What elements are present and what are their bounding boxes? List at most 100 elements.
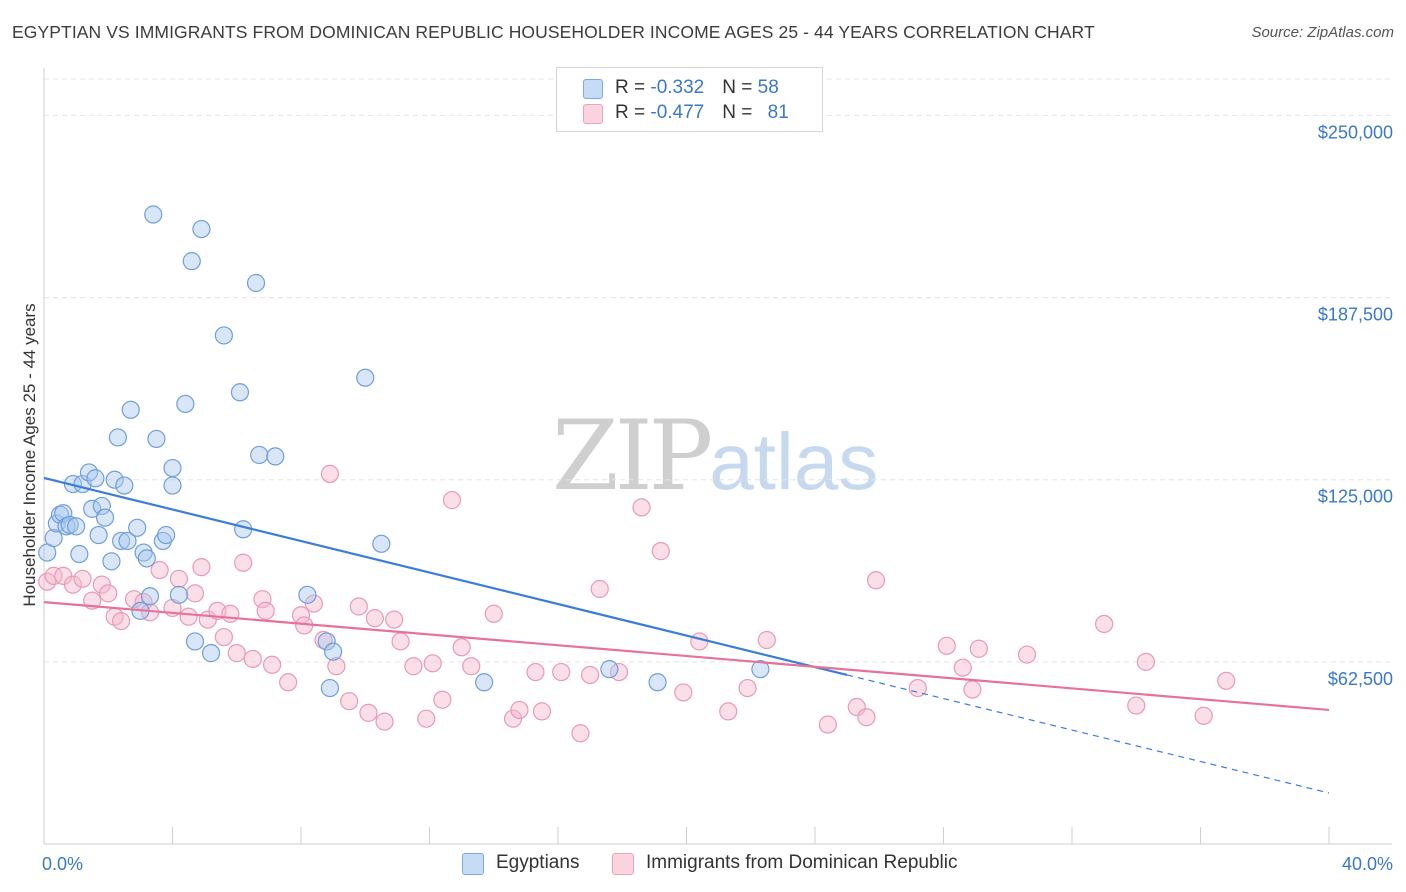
dominican-point[interactable]: [674, 683, 693, 702]
egyptian-point[interactable]: [118, 531, 137, 551]
egyptian-point[interactable]: [320, 678, 340, 698]
egyptian-point[interactable]: [156, 525, 176, 545]
dominican-point[interactable]: [1194, 706, 1213, 725]
dominican-point[interactable]: [571, 724, 590, 743]
dominican-point[interactable]: [963, 680, 982, 699]
dominican-point[interactable]: [590, 579, 609, 599]
egyptian-point[interactable]: [144, 205, 163, 224]
dominican-point[interactable]: [150, 560, 169, 580]
egyptian-point[interactable]: [115, 476, 134, 495]
egyptian-point[interactable]: [648, 673, 667, 692]
egyptian-point[interactable]: [250, 445, 269, 465]
egyptian-point[interactable]: [102, 552, 121, 571]
dominican-point[interactable]: [532, 702, 552, 721]
dominican-point[interactable]: [1127, 696, 1146, 715]
dominican-point[interactable]: [738, 678, 757, 698]
egyptian-point[interactable]: [60, 515, 79, 534]
egyptian-point[interactable]: [266, 447, 285, 466]
dominican-point[interactable]: [719, 702, 738, 721]
egyptian-point[interactable]: [89, 525, 108, 545]
dominican-point[interactable]: [234, 553, 253, 572]
egyptian-point[interactable]: [324, 642, 343, 661]
dominican-point[interactable]: [99, 584, 118, 603]
egyptian-point[interactable]: [192, 219, 211, 239]
dominican-point[interactable]: [185, 584, 205, 603]
egyptian-point[interactable]: [230, 383, 250, 402]
dominican-point[interactable]: [179, 607, 198, 626]
dominican-point[interactable]: [510, 700, 529, 720]
dominican-point[interactable]: [632, 498, 651, 517]
dominican-point[interactable]: [340, 692, 359, 711]
egyptian-point[interactable]: [128, 518, 147, 537]
egyptian-point[interactable]: [44, 528, 63, 548]
dominican-point[interactable]: [243, 649, 262, 669]
dominican-point[interactable]: [63, 575, 83, 594]
dominican-point[interactable]: [1217, 671, 1236, 690]
dominican-point[interactable]: [253, 590, 272, 609]
egyptian-point[interactable]: [95, 508, 115, 527]
egyptian-point[interactable]: [751, 660, 770, 679]
dominican-point[interactable]: [857, 708, 876, 727]
egyptian-point[interactable]: [86, 469, 105, 488]
dominican-point[interactable]: [262, 655, 282, 674]
egyptian-point[interactable]: [67, 517, 86, 536]
dominican-point[interactable]: [526, 662, 545, 682]
dominican-point[interactable]: [757, 630, 776, 650]
dominican-point[interactable]: [279, 673, 298, 692]
egyptian-point[interactable]: [111, 531, 131, 551]
dominican-point[interactable]: [44, 566, 63, 585]
egyptian-point[interactable]: [134, 543, 153, 562]
egyptian-point[interactable]: [475, 673, 494, 692]
egyptian-point[interactable]: [108, 428, 127, 447]
dominican-point[interactable]: [969, 639, 988, 658]
dominican-point[interactable]: [552, 662, 571, 682]
egyptian-point[interactable]: [163, 476, 182, 495]
egyptian-point[interactable]: [317, 632, 336, 651]
dominican-point[interactable]: [73, 569, 92, 588]
dominican-point[interactable]: [111, 611, 131, 631]
egyptian-point[interactable]: [298, 585, 317, 604]
egyptian-point[interactable]: [356, 368, 375, 387]
egyptian-point[interactable]: [372, 534, 391, 553]
dominican-point[interactable]: [359, 703, 378, 722]
dominican-point[interactable]: [327, 657, 346, 676]
dominican-point[interactable]: [423, 654, 442, 673]
egyptian-point[interactable]: [70, 544, 89, 564]
dominican-point[interactable]: [866, 571, 886, 590]
dominican-point[interactable]: [462, 657, 481, 676]
dominican-point[interactable]: [442, 491, 462, 510]
egyptian-point[interactable]: [185, 632, 205, 651]
egyptian-point[interactable]: [201, 644, 221, 663]
egyptian-point[interactable]: [137, 549, 156, 568]
dominican-point[interactable]: [375, 712, 394, 731]
dominican-point[interactable]: [385, 610, 404, 629]
dominican-point[interactable]: [1095, 614, 1114, 634]
dominican-point[interactable]: [349, 597, 368, 616]
dominican-point[interactable]: [1017, 645, 1037, 664]
egyptian-point[interactable]: [600, 660, 619, 679]
dominican-point[interactable]: [690, 632, 709, 651]
egyptian-point[interactable]: [182, 252, 201, 271]
dominican-point[interactable]: [818, 715, 837, 734]
dominican-point[interactable]: [391, 632, 410, 651]
egyptian-point[interactable]: [214, 326, 233, 345]
dominican-point[interactable]: [417, 709, 436, 728]
egyptian-point[interactable]: [140, 587, 160, 606]
egyptian-point[interactable]: [163, 458, 182, 478]
dominican-point[interactable]: [365, 609, 384, 628]
dominican-point[interactable]: [320, 464, 340, 483]
dominican-point[interactable]: [908, 678, 927, 698]
egyptian-point[interactable]: [176, 394, 195, 414]
dominican-point[interactable]: [1136, 652, 1155, 671]
dominican-point[interactable]: [227, 644, 246, 663]
dominican-point[interactable]: [433, 690, 452, 709]
egyptian-point[interactable]: [121, 400, 140, 419]
dominican-point[interactable]: [404, 657, 423, 676]
dominican-point[interactable]: [214, 627, 233, 647]
dominican-point[interactable]: [937, 636, 956, 655]
egyptian-point[interactable]: [169, 585, 189, 604]
dominican-point[interactable]: [581, 665, 600, 685]
dominican-point[interactable]: [452, 638, 471, 657]
egyptian-point[interactable]: [153, 531, 172, 551]
egyptian-point[interactable]: [246, 273, 266, 293]
